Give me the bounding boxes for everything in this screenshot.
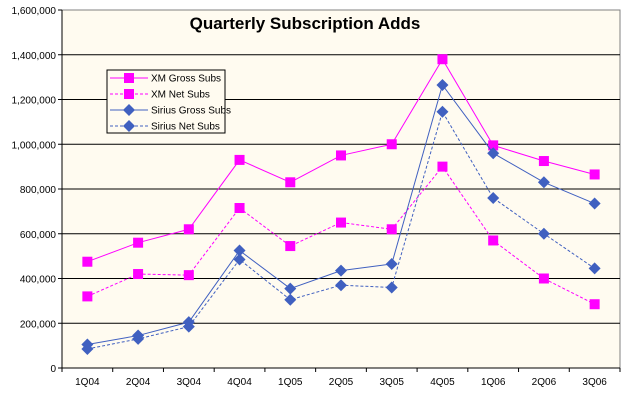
series-sirius-net-subs	[81, 105, 601, 355]
data-point-square	[386, 224, 397, 235]
data-point-square	[538, 273, 549, 284]
data-point-diamond	[123, 120, 135, 132]
data-point-square	[234, 203, 245, 214]
data-point-diamond	[487, 191, 500, 204]
data-point-square	[183, 224, 194, 235]
x-tick-label: 2Q05	[329, 377, 354, 388]
series-line	[87, 165, 595, 305]
x-tick-label: 3Q04	[177, 377, 202, 388]
data-point-diamond	[588, 262, 601, 275]
x-tick-label: 4Q05	[430, 377, 455, 388]
data-point-diamond	[436, 78, 449, 91]
data-point-square	[124, 89, 134, 99]
data-point-diamond	[537, 176, 550, 189]
y-tick-label: 600,000	[20, 230, 57, 241]
data-point-square	[82, 256, 93, 267]
data-point-square	[234, 154, 245, 165]
y-tick-label: 1,000,000	[12, 140, 57, 151]
x-tick-label: 1Q05	[278, 377, 303, 388]
data-point-square	[589, 169, 600, 180]
data-point-square	[285, 241, 296, 252]
data-point-square	[336, 217, 346, 228]
data-point-diamond	[182, 320, 195, 333]
data-point-diamond	[284, 282, 297, 295]
y-tick-label: 0	[50, 364, 56, 375]
data-point-square	[336, 150, 346, 161]
x-tick-label: 1Q06	[481, 377, 506, 388]
data-point-diamond	[385, 281, 398, 294]
data-point-diamond	[537, 227, 550, 240]
data-point-square	[133, 237, 144, 248]
series-xm-net-subs	[82, 161, 600, 310]
data-point-diamond	[233, 253, 246, 266]
data-point-square	[538, 156, 549, 167]
data-point-diamond	[385, 257, 398, 270]
y-tick-label: 800,000	[20, 185, 57, 196]
data-point-square	[488, 140, 499, 151]
data-point-diamond	[487, 147, 500, 160]
data-point-square	[589, 299, 600, 310]
data-point-diamond	[284, 293, 297, 306]
legend-label: XM Gross Subs	[151, 74, 221, 85]
x-tick-label: 1Q04	[75, 377, 100, 388]
x-tick-label: 2Q06	[532, 377, 557, 388]
y-tick-label: 1,200,000	[12, 96, 57, 107]
data-point-square	[437, 54, 448, 65]
y-tick-label: 1,400,000	[12, 51, 57, 62]
data-point-diamond	[132, 332, 145, 345]
data-point-diamond	[335, 279, 347, 292]
x-tick-label: 3Q05	[379, 377, 404, 388]
y-tick-label: 400,000	[20, 275, 57, 286]
x-tick-label: 4Q04	[227, 377, 252, 388]
legend-label: Sirius Gross Subs	[151, 106, 231, 117]
data-point-square	[437, 161, 448, 172]
chart-title: Quarterly Subscription Adds	[190, 14, 421, 33]
data-point-diamond	[123, 104, 135, 116]
data-point-square	[285, 177, 296, 188]
data-point-diamond	[81, 342, 94, 355]
data-point-square	[183, 270, 194, 281]
y-tick-label: 1,600,000	[12, 6, 57, 17]
data-point-diamond	[233, 244, 246, 257]
y-tick-label: 200,000	[20, 319, 57, 330]
data-point-square	[124, 73, 134, 83]
series-xm-gross-subs	[82, 54, 600, 267]
legend: XM Gross Subs XM Net Subs Sirius Gross Sub…	[106, 69, 231, 134]
x-tick-label: 3Q06	[582, 377, 607, 388]
data-point-square	[386, 139, 397, 150]
x-tick-label: 2Q04	[126, 377, 151, 388]
data-point-diamond	[335, 264, 347, 277]
legend-label: XM Net Subs	[151, 90, 210, 101]
data-point-square	[133, 269, 144, 280]
data-point-diamond	[436, 105, 449, 118]
data-point-square	[82, 291, 93, 302]
data-point-square	[488, 235, 499, 246]
legend-label: Sirius Net Subs	[151, 122, 220, 133]
data-point-diamond	[588, 197, 601, 210]
